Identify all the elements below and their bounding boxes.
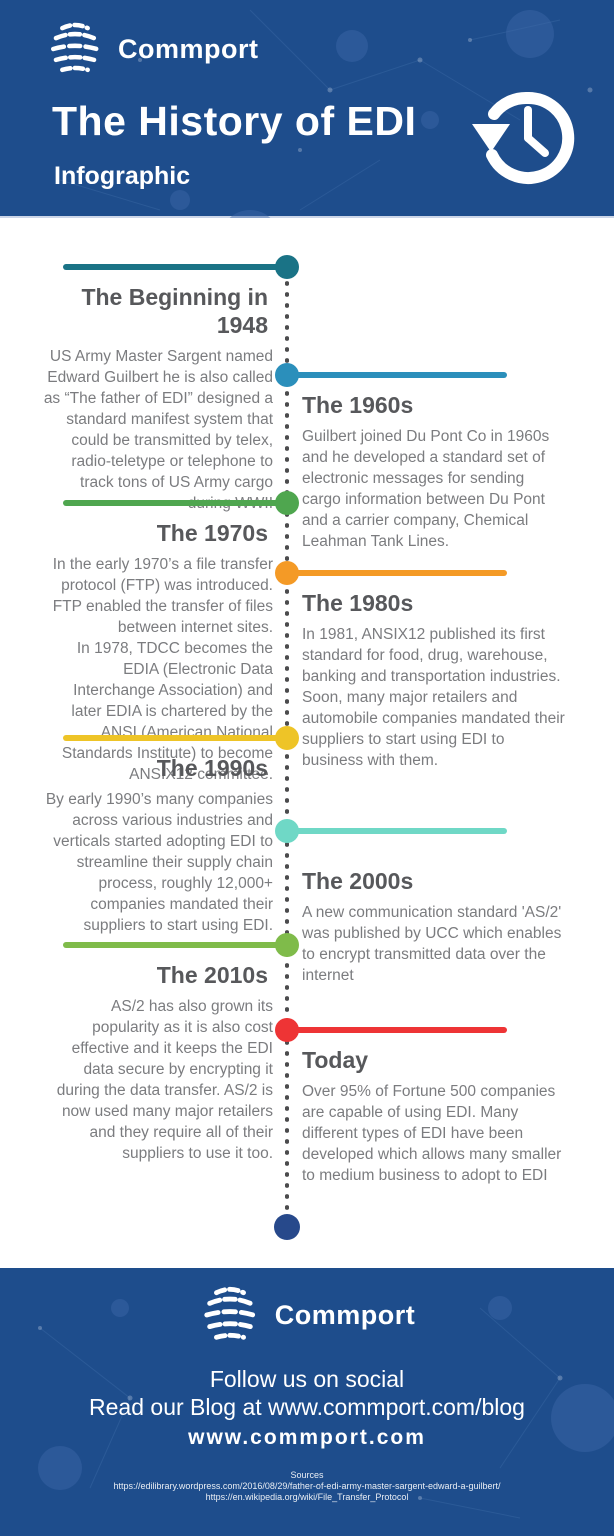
- entry-body: Guilbert joined Du Pont Co in 1960s and …: [302, 428, 550, 550]
- timeline-bar: [63, 264, 292, 270]
- timeline-entry: Today Over 95% of Fortune 500 companies …: [275, 1018, 567, 1186]
- entry-title: The 1990s: [156, 755, 268, 781]
- sources-label: Sources: [290, 1470, 324, 1480]
- timeline-dot: [275, 933, 299, 957]
- page-subtitle: Infographic: [54, 162, 191, 190]
- timeline-connector: [36, 255, 300, 279]
- header-brand: Commport: [46, 20, 259, 78]
- timeline-dot: [275, 491, 299, 515]
- blog-link-text: Read our Blog at www.commport.com/blog: [89, 1394, 525, 1420]
- timeline-bar: [295, 1027, 507, 1033]
- timeline-bar: [63, 735, 292, 741]
- entry-title: The 2000s: [302, 868, 414, 894]
- entry-body: AS/2 has also grown its popularity as it…: [56, 998, 273, 1162]
- timeline-entry: The 1980s In 1981, ANSIX12 published its…: [275, 561, 567, 771]
- timeline-dot: [275, 561, 299, 585]
- page-title: The History of EDI: [52, 98, 417, 144]
- website-link-text: www.commport.com: [188, 1426, 426, 1449]
- entry-title: The 2010s: [156, 962, 268, 988]
- timeline-bar: [295, 372, 507, 378]
- entry-title: The 1980s: [302, 590, 414, 616]
- timeline-dot: [275, 255, 299, 279]
- timeline: The Beginning in 1948 US Army Master Sar…: [0, 218, 614, 1268]
- timeline-connector: [275, 819, 567, 843]
- entry-title: The 1970s: [156, 520, 268, 546]
- timeline-connector: [275, 363, 567, 387]
- timeline-connector: [275, 1018, 567, 1042]
- globe-logo-icon: [50, 22, 100, 73]
- timeline-end-dot: [274, 1214, 300, 1240]
- social-text: Follow us on social: [209, 1366, 405, 1392]
- timeline-dot: [275, 363, 299, 387]
- history-clock-icon: [472, 91, 575, 184]
- brand-name: Commport: [118, 33, 259, 64]
- timeline-connector: [36, 726, 300, 750]
- entry-body: By early 1990’s many companies across va…: [45, 791, 273, 934]
- timeline-connector: [36, 933, 300, 957]
- entry-body: In 1981, ANSIX12 published its first sta…: [302, 626, 565, 769]
- entry-title: Today: [302, 1047, 369, 1073]
- timeline-bar: [295, 828, 507, 834]
- timeline-dot: [275, 819, 299, 843]
- sources-block: Sources https://edilibrary.wordpress.com…: [0, 1470, 614, 1503]
- timeline-connector: [36, 491, 300, 515]
- timeline-bar: [63, 942, 292, 948]
- entry-body: In the early 1970’s a file transfer prot…: [52, 556, 273, 783]
- footer: Commport Follow us on social Read our Bl…: [0, 1268, 614, 1536]
- timeline-dot: [275, 726, 299, 750]
- timeline-entry: The Beginning in 1948 US Army Master Sar…: [36, 255, 300, 514]
- timeline-entry: The 2000s A new communication standard '…: [275, 819, 567, 986]
- timeline-entry: The 2010s AS/2 has also grown its popula…: [36, 933, 300, 1164]
- timeline-bar: [63, 500, 292, 506]
- header: Commport The History of EDI Infographic: [0, 0, 614, 218]
- entry-body: A new communication standard 'AS/2' was …: [302, 904, 562, 984]
- source-url: https://edilibrary.wordpress.com/2016/08…: [113, 1481, 501, 1491]
- footer-brand: Commport: [0, 1284, 614, 1346]
- timeline-connector: [275, 561, 567, 585]
- timeline-entry: The 1970s In the early 1970’s a file tra…: [36, 491, 300, 785]
- timeline-entry: The 1960s Guilbert joined Du Pont Co in …: [275, 363, 567, 552]
- timeline-bar: [295, 570, 507, 576]
- source-url: https://en.wikipedia.org/wiki/File_Trans…: [205, 1492, 409, 1502]
- entry-body: US Army Master Sargent named Edward Guil…: [43, 348, 273, 512]
- entry-title: The Beginning in 1948: [81, 284, 268, 338]
- entry-title: The 1960s: [302, 392, 414, 418]
- globe-logo-icon: [204, 1286, 256, 1340]
- timeline-dot: [275, 1018, 299, 1042]
- timeline-entry: The 1990s By early 1990’s many companies…: [36, 726, 300, 936]
- brand-name: Commport: [274, 1299, 416, 1330]
- entry-body: Over 95% of Fortune 500 companies are ca…: [302, 1083, 562, 1184]
